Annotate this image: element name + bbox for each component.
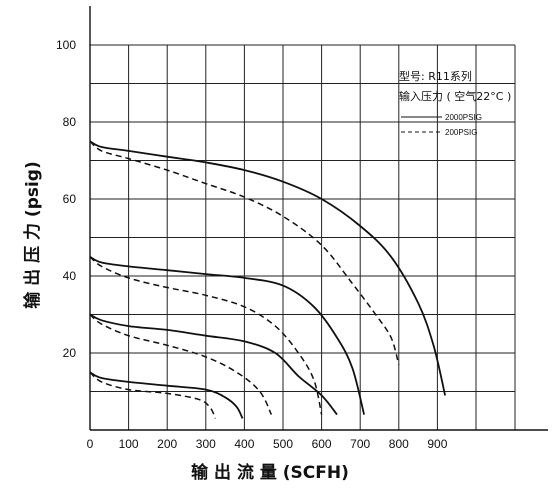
series-curve-4-dashed bbox=[89, 256, 323, 415]
legend-pressure: 输入压力 ( 空气22°C ) bbox=[399, 89, 511, 103]
x-tick-label: 400 bbox=[234, 437, 254, 451]
legend: 型号: R11系列 输入压力 ( 空气22°C ) 2000PSIG 200PS… bbox=[399, 69, 511, 137]
y-tick-label: 100 bbox=[56, 38, 76, 52]
x-tick-label: 500 bbox=[273, 437, 293, 451]
grid bbox=[90, 44, 516, 430]
x-tick-label: 800 bbox=[389, 437, 409, 451]
tick-labels: 0 100 200 300 400 500 600 700 800 900 20 40 60 80 100 bbox=[56, 38, 448, 451]
series-curve-7-solid bbox=[89, 371, 244, 419]
series-curve-6-dashed bbox=[89, 313, 273, 415]
y-tick-label: 40 bbox=[63, 269, 77, 283]
x-axis-title: 输 出 流 量 (SCFH) bbox=[191, 462, 349, 483]
y-axis-title: 输 出 压 力 (psig) bbox=[22, 161, 43, 309]
axes bbox=[89, 6, 548, 431]
y-tick-label: 20 bbox=[63, 346, 77, 360]
x-tick-label: 600 bbox=[312, 437, 332, 451]
x-tick-label: 0 bbox=[87, 437, 94, 451]
x-tick-label: 900 bbox=[427, 437, 447, 451]
series-curve-3-solid bbox=[89, 255, 365, 415]
series-curve-2-dashed bbox=[89, 140, 400, 365]
legend-model: 型号: R11系列 bbox=[399, 69, 472, 83]
series-curves bbox=[89, 140, 446, 419]
legend-solid-label: 2000PSIG bbox=[445, 113, 482, 122]
y-tick-label: 60 bbox=[63, 192, 77, 206]
series-curve-1-solid bbox=[89, 140, 446, 396]
series-curve-5-solid bbox=[89, 313, 338, 416]
y-tick-label: 80 bbox=[63, 115, 77, 129]
x-tick-label: 700 bbox=[350, 437, 370, 451]
legend-dashed-label: 200PSIG bbox=[445, 128, 477, 137]
series-curve-8-dashed bbox=[89, 371, 217, 419]
x-tick-label: 300 bbox=[196, 437, 216, 451]
x-tick-label: 200 bbox=[157, 437, 177, 451]
x-tick-label: 100 bbox=[119, 437, 139, 451]
